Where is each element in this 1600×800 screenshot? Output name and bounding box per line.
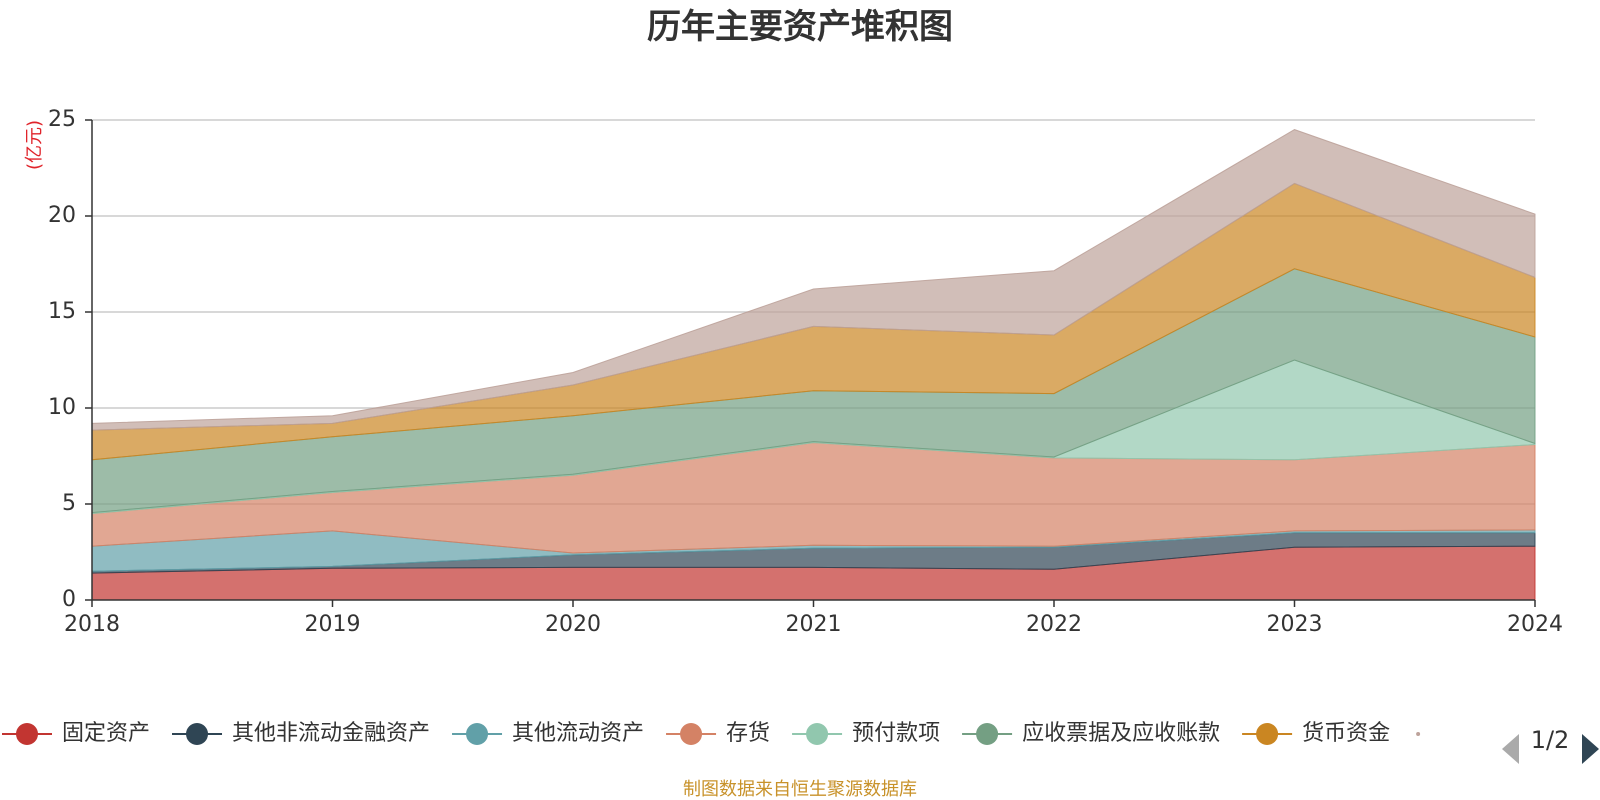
x-tick-label: 2018: [64, 612, 120, 637]
y-tick-label: 20: [48, 203, 76, 228]
legend-overflow-marker: [1416, 732, 1421, 736]
legend-marker: [680, 723, 703, 745]
axes: 0 5 10 15 20 25 2018 2019 2020 2021 2022 2023 2024: [48, 107, 1563, 637]
legend-marker: [186, 723, 209, 745]
legend-marker: [466, 723, 489, 745]
y-tick-label: 0: [62, 587, 76, 612]
legend-marker: [806, 723, 829, 745]
legend-label: 货币资金: [1302, 721, 1390, 746]
data-source-note: 制图数据来自恒生聚源数据库: [683, 779, 917, 800]
legend-label: 预付款项: [852, 721, 940, 746]
legend-page-indicator: 1/2: [1531, 726, 1570, 754]
x-tick-label: 2023: [1267, 612, 1323, 637]
legend-prev-icon[interactable]: [1502, 734, 1519, 764]
y-tick-label: 25: [48, 107, 76, 132]
legend-item[interactable]: 存货: [666, 721, 770, 746]
legend-item[interactable]: 其他非流动金融资产: [172, 721, 430, 746]
area-7[interactable]: [91, 129, 1536, 431]
legend-label: 固定资产: [62, 721, 150, 746]
legend-label: 应收票据及应收账款: [1022, 721, 1220, 746]
legend-marker: [16, 723, 38, 745]
legend-marker: [976, 723, 999, 745]
legend-label: 其他流动资产: [512, 721, 644, 746]
x-tick-label: 2019: [305, 612, 361, 637]
legend: 固定资产 其他非流动金融资产 其他流动资产 存货 预付款项 应收票据及应收账款 货币资金: [2, 721, 1421, 746]
legend-marker: [1256, 723, 1279, 745]
legend-item[interactable]: 其他流动资产: [452, 721, 644, 746]
legend-item[interactable]: 货币资金: [1242, 721, 1390, 746]
legend-next-icon[interactable]: [1582, 734, 1599, 764]
legend-label: 存货: [726, 721, 770, 746]
y-tick-label: 10: [48, 395, 76, 420]
legend-item[interactable]: 预付款项: [792, 721, 940, 746]
x-tick-label: 2022: [1026, 612, 1082, 637]
y-axis-unit: (亿元): [24, 120, 45, 170]
area-series: [91, 129, 1536, 601]
y-tick-label: 15: [48, 299, 76, 324]
legend-item[interactable]: 固定资产: [2, 721, 150, 746]
x-tick-label: 2024: [1507, 612, 1563, 637]
y-tick-label: 5: [62, 491, 76, 516]
x-tick-label: 2020: [545, 612, 601, 637]
x-tick-label: 2021: [786, 612, 842, 637]
legend-pager: 1/2: [1502, 726, 1599, 764]
legend-item[interactable]: 应收票据及应收账款: [962, 721, 1220, 746]
chart-title: 历年主要资产堆积图: [647, 7, 953, 47]
legend-label: 其他非流动金融资产: [232, 721, 430, 746]
